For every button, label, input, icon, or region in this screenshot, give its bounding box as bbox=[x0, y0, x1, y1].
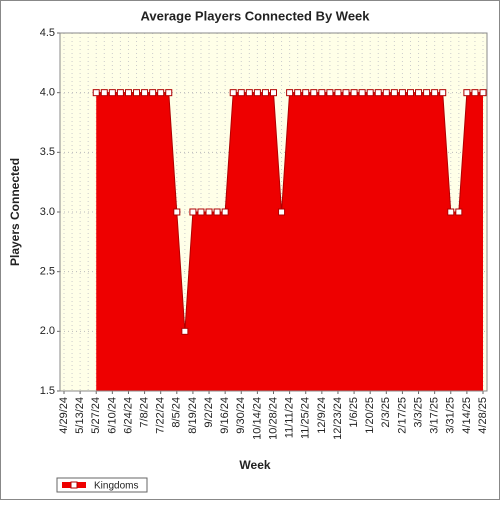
x-tick-label: 1/20/25 bbox=[364, 397, 376, 434]
x-tick-label: 4/14/25 bbox=[461, 397, 473, 434]
x-tick-label: 1/6/25 bbox=[348, 397, 360, 428]
point bbox=[294, 89, 302, 97]
point bbox=[382, 89, 390, 97]
point bbox=[197, 208, 205, 216]
point bbox=[342, 89, 350, 97]
point bbox=[447, 208, 455, 216]
x-tick-label: 10/28/24 bbox=[267, 397, 279, 440]
point bbox=[92, 89, 100, 97]
point bbox=[415, 89, 423, 97]
legend-label: Kingdoms bbox=[94, 481, 138, 492]
point bbox=[149, 89, 157, 97]
chart-title: Average Players Connected By Week bbox=[140, 8, 370, 23]
x-tick-label: 6/10/24 bbox=[106, 397, 118, 434]
point bbox=[350, 89, 358, 97]
point bbox=[358, 89, 366, 97]
point bbox=[471, 89, 479, 97]
area bbox=[96, 92, 483, 392]
point bbox=[108, 89, 116, 97]
point bbox=[189, 208, 197, 216]
x-tick-label: 4/28/25 bbox=[477, 397, 489, 434]
y-axis-label: Players Connected bbox=[8, 158, 22, 266]
point bbox=[479, 89, 487, 97]
point bbox=[100, 89, 108, 97]
x-tick-label: 8/19/24 bbox=[187, 397, 199, 434]
y-tick-label: 2.5 bbox=[40, 266, 55, 278]
x-tick-label: 3/17/25 bbox=[429, 397, 441, 434]
point bbox=[205, 208, 213, 216]
x-tick-label: 3/31/25 bbox=[445, 397, 457, 434]
point bbox=[116, 89, 124, 97]
x-tick-label: 8/5/24 bbox=[171, 397, 183, 428]
x-axis-label: Week bbox=[239, 458, 270, 472]
point bbox=[181, 327, 189, 335]
x-tick-label: 12/23/24 bbox=[332, 397, 344, 440]
y-tick-label: 4.5 bbox=[40, 27, 55, 39]
point bbox=[245, 89, 253, 97]
point bbox=[261, 89, 269, 97]
point bbox=[406, 89, 414, 97]
y-tick-label: 1.5 bbox=[40, 385, 55, 397]
point bbox=[439, 89, 447, 97]
x-tick-label: 9/30/24 bbox=[235, 397, 247, 434]
x-tick-label: 11/11/24 bbox=[284, 397, 296, 438]
point bbox=[455, 208, 463, 216]
x-tick-label: 7/22/24 bbox=[155, 397, 167, 434]
point bbox=[278, 208, 286, 216]
legend bbox=[56, 477, 148, 493]
x-tick-label: 2/17/25 bbox=[396, 397, 408, 434]
point bbox=[398, 89, 406, 97]
point bbox=[157, 89, 165, 97]
point bbox=[286, 89, 294, 97]
y-tick-label: 3.0 bbox=[40, 206, 55, 218]
point bbox=[253, 89, 261, 97]
x-tick-label: 5/13/24 bbox=[74, 397, 86, 434]
x-tick-label: 12/9/24 bbox=[316, 397, 328, 434]
point bbox=[133, 89, 141, 97]
x-tick-label: 11/25/24 bbox=[300, 397, 312, 439]
point bbox=[390, 89, 398, 97]
x-tick-label: 6/24/24 bbox=[122, 397, 134, 434]
x-tick-label: 7/8/24 bbox=[138, 397, 150, 428]
x-tick-label: 9/16/24 bbox=[219, 397, 231, 434]
point bbox=[270, 89, 277, 97]
point bbox=[463, 89, 471, 97]
point bbox=[124, 89, 132, 97]
point bbox=[302, 89, 310, 97]
legend-marker bbox=[70, 481, 78, 489]
point bbox=[310, 89, 318, 97]
point bbox=[141, 89, 149, 97]
point bbox=[326, 89, 334, 97]
y-tick-label: 4.0 bbox=[40, 87, 55, 99]
point bbox=[366, 89, 374, 97]
point bbox=[237, 89, 245, 97]
point bbox=[173, 208, 181, 216]
point bbox=[374, 89, 382, 97]
x-tick-label: 5/27/24 bbox=[90, 397, 102, 434]
point bbox=[334, 89, 342, 97]
x-tick-label: 3/3/25 bbox=[412, 397, 424, 428]
point bbox=[165, 89, 173, 97]
point bbox=[318, 89, 326, 97]
y-tick-label: 2.0 bbox=[40, 325, 55, 337]
plot-border bbox=[59, 32, 488, 392]
x-tick-label: 10/14/24 bbox=[251, 397, 263, 440]
point bbox=[213, 208, 221, 216]
x-tick-label: 2/3/25 bbox=[380, 397, 392, 428]
x-tick-label: 4/29/24 bbox=[58, 397, 70, 434]
x-tick-label: 9/2/24 bbox=[203, 397, 215, 428]
point bbox=[221, 208, 229, 216]
point bbox=[431, 89, 439, 97]
point bbox=[229, 89, 237, 97]
point bbox=[423, 89, 431, 97]
y-tick-label: 3.5 bbox=[40, 146, 55, 158]
